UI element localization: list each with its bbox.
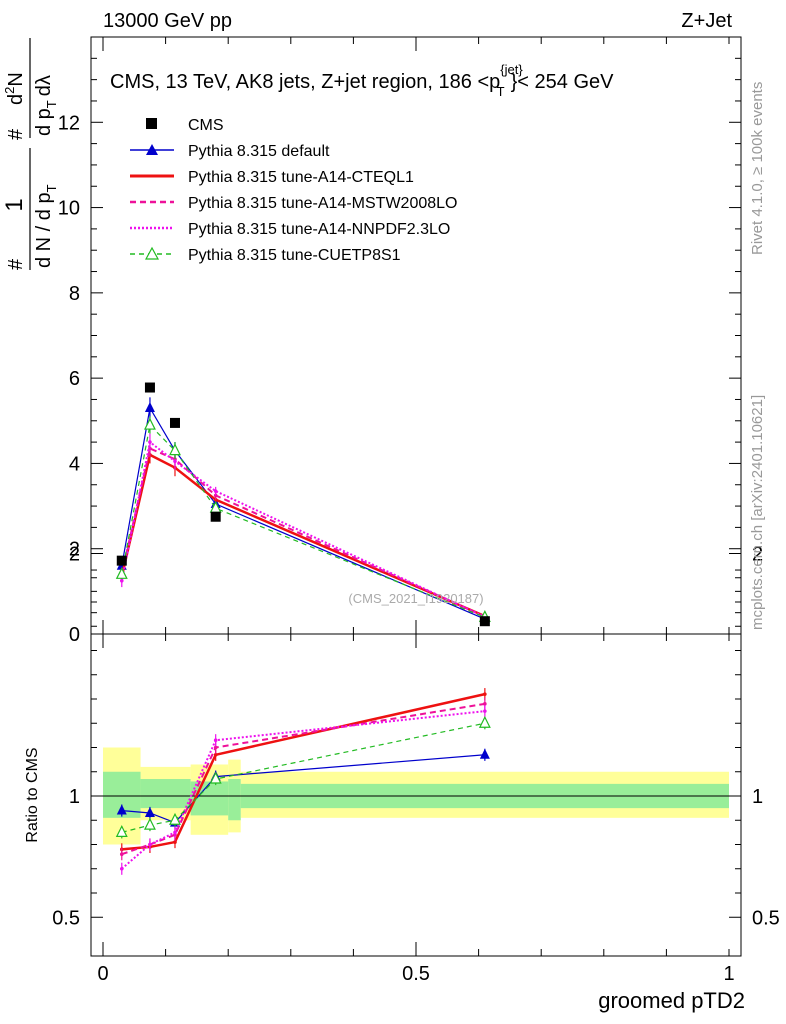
ratio-point-open-triangle bbox=[209, 771, 222, 784]
ratio-point-dot bbox=[483, 709, 487, 713]
ratio-point-open-triangle bbox=[169, 812, 181, 825]
y-label-denominator-2: d pTdλ bbox=[33, 75, 59, 136]
main-data-point bbox=[144, 382, 155, 393]
legend-item-cteql1: Pythia 8.315 tune-A14-CTEQL1 bbox=[130, 169, 414, 186]
ratio-point-dot bbox=[119, 866, 124, 871]
plot-title: CMS, 13 TeV, AK8 jets, Z+jet region, 186… bbox=[110, 62, 614, 99]
main-data-point bbox=[116, 555, 127, 566]
main-point-open-triangle bbox=[143, 417, 156, 430]
legend-item-nnpdf: Pythia 8.315 tune-A14-NNPDF2.3LO bbox=[130, 221, 450, 238]
main-point-dot bbox=[213, 489, 218, 493]
y-label-hash-1: # bbox=[5, 258, 27, 270]
main-ytick-label: 8 bbox=[69, 283, 80, 305]
main-series-line bbox=[121, 423, 486, 618]
header-right: Z+Jet bbox=[681, 10, 732, 32]
ratio-point-dot bbox=[119, 852, 124, 856]
legend-label-cms: CMS bbox=[188, 117, 224, 134]
y-label-hash-2: # bbox=[5, 128, 27, 140]
ratio-ytick-label-right: 1 bbox=[752, 786, 763, 808]
legend-label-default: Pythia 8.315 default bbox=[188, 143, 330, 160]
legend-label-nnpdf: Pythia 8.315 tune-A14-NNPDF2.3LO bbox=[188, 221, 450, 238]
header-left: 13000 GeV pp bbox=[103, 10, 232, 32]
ratio-point-dot bbox=[483, 702, 487, 706]
ratio-xtick-label: 1 bbox=[723, 963, 734, 985]
legend-label-cteql1: Pythia 8.315 tune-A14-CTEQL1 bbox=[188, 169, 414, 186]
legend-marker-square bbox=[146, 118, 157, 129]
main-ytick-label: 0 bbox=[69, 624, 80, 646]
legend-item-cuetp8s1: Pythia 8.315 tune-CUETP8S1 bbox=[130, 246, 401, 264]
mcplots-label: mcplots.cern.ch [arXiv:2401.10621] bbox=[749, 395, 766, 630]
main-data-point bbox=[210, 511, 221, 522]
ratio-point-dot bbox=[173, 830, 177, 835]
main-y-label: # 1 d N / d pT # d2N d pTdλ bbox=[1, 38, 59, 270]
main-point-open-triangle bbox=[115, 566, 128, 579]
ratio-point-triangle bbox=[479, 748, 490, 759]
ratio-ytick-label: 1 bbox=[69, 786, 80, 808]
ratio-xtick-label: 0 bbox=[97, 963, 108, 985]
main-point-dot bbox=[173, 459, 177, 464]
ratio-band-green bbox=[140, 779, 191, 809]
ratio-point-dot bbox=[483, 692, 487, 696]
legend-label-cuetp8s1: Pythia 8.315 tune-CUETP8S1 bbox=[188, 247, 401, 264]
legend-item-default: Pythia 8.315 default bbox=[130, 143, 330, 160]
y-label-one: 1 bbox=[1, 198, 28, 211]
main-ytick-label: 12 bbox=[58, 112, 80, 134]
ratio-point-open-triangle bbox=[115, 825, 128, 837]
ratio-point-triangle bbox=[116, 804, 127, 815]
ratio-point-open-triangle bbox=[478, 715, 491, 728]
ratio-series-line bbox=[121, 702, 486, 856]
ratio-ytick-label: 2 bbox=[69, 544, 80, 566]
legend-item-cms: CMS bbox=[146, 117, 224, 134]
main-point-triangle bbox=[144, 401, 155, 412]
main-ytick-label: 6 bbox=[69, 368, 80, 390]
main-data-point bbox=[169, 417, 180, 428]
main-point-open-triangle bbox=[169, 443, 181, 456]
ratio-point-triangle bbox=[144, 806, 155, 817]
ratio-y-label: Ratio to CMS bbox=[24, 747, 41, 842]
ratio-series bbox=[115, 688, 491, 875]
main-data-point bbox=[479, 616, 490, 627]
rivet-label: Rivet 4.1.0, ≥ 100k events bbox=[749, 82, 766, 255]
ratio-ticks: 0.5 0.5 1 1 2 2 0 0.5 1 bbox=[52, 544, 780, 986]
main-point-dot bbox=[148, 440, 152, 444]
ratio-ytick-label-right: 0.5 bbox=[752, 907, 780, 929]
main-ytick-label: 10 bbox=[58, 198, 80, 220]
main-series bbox=[115, 382, 491, 627]
legend: CMS Pythia 8.315 default Pythia 8.315 tu… bbox=[130, 117, 457, 264]
main-series-line bbox=[121, 406, 486, 620]
x-axis-label: groomed pTD2 bbox=[598, 988, 745, 1013]
ratio-point-dot bbox=[173, 840, 177, 844]
ratio-ytick-label: 0.5 bbox=[52, 907, 80, 929]
legend-item-mstw: Pythia 8.315 tune-A14-MSTW2008LO bbox=[130, 195, 457, 212]
ratio-xtick-label: 0.5 bbox=[402, 963, 430, 985]
legend-marker-open-triangle bbox=[144, 246, 160, 260]
main-ticks: 0 2 4 6 8 10 12 bbox=[58, 37, 741, 646]
ratio-point-dot bbox=[213, 752, 218, 757]
ratio-ytick-label-right: 2 bbox=[752, 544, 763, 566]
ratio-point-open-triangle bbox=[143, 817, 156, 830]
ratio-band-green bbox=[228, 779, 241, 821]
main-point-dot bbox=[119, 578, 124, 583]
ratio-point-dot bbox=[213, 745, 218, 750]
ratio-point-dot bbox=[148, 842, 152, 847]
main-ytick-label: 4 bbox=[69, 453, 80, 475]
legend-marker-triangle bbox=[146, 144, 158, 155]
y-label-numerator-2: d2N bbox=[2, 72, 27, 105]
ratio-point-dot bbox=[213, 738, 218, 743]
watermark: (CMS_2021_I1920187) bbox=[348, 591, 483, 606]
y-label-denominator-1: d N / d pT bbox=[33, 184, 59, 268]
main-ytick-label: 2 bbox=[69, 539, 80, 561]
legend-label-mstw: Pythia 8.315 tune-A14-MSTW2008LO bbox=[188, 195, 457, 212]
